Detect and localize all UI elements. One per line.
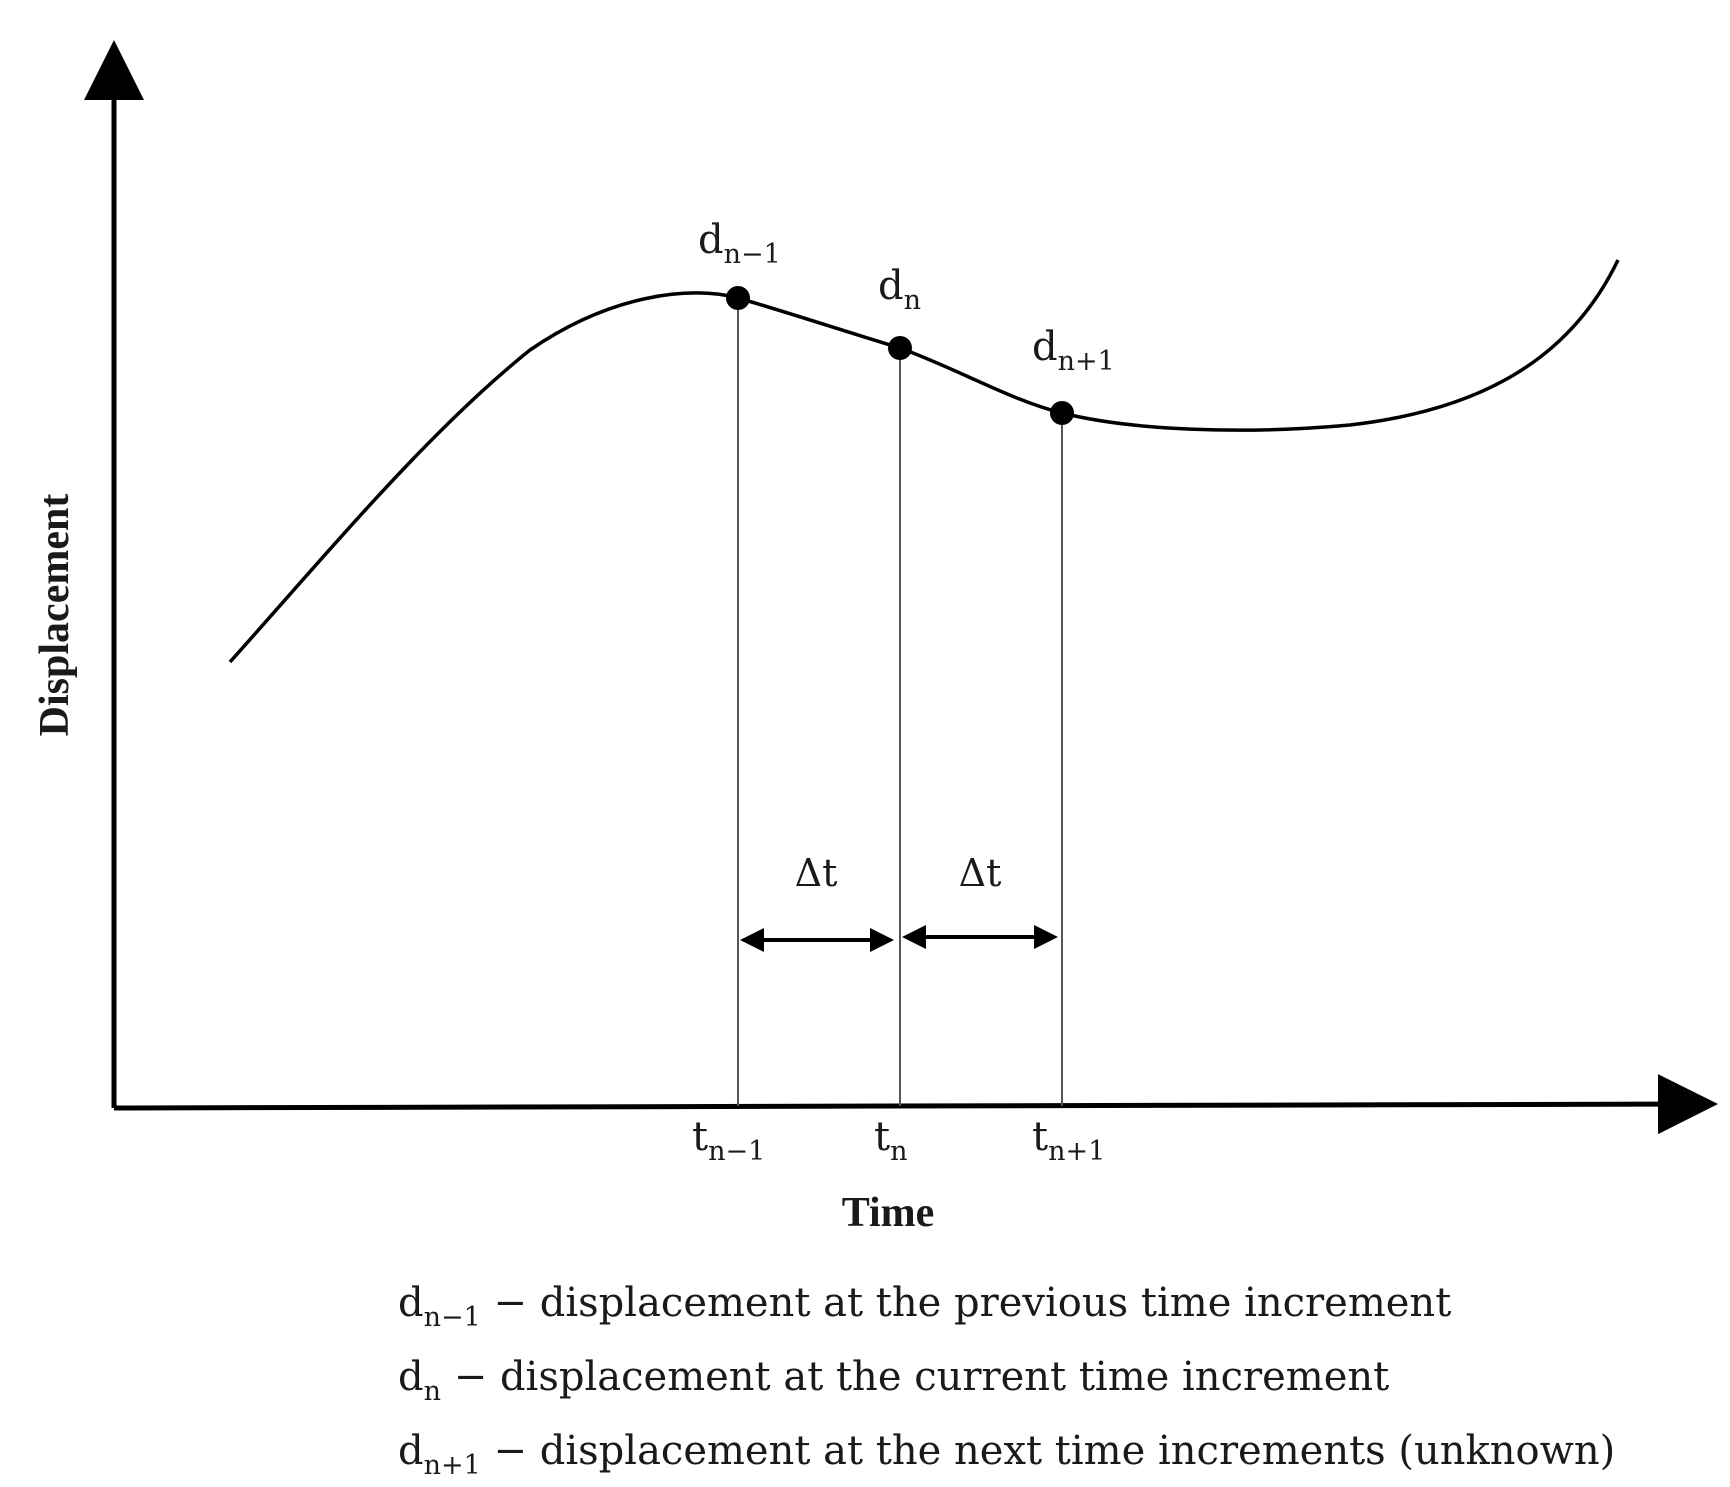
point-d-n-minus-1 — [726, 286, 750, 310]
x-axis-title: Time — [842, 1190, 935, 1236]
point-label-d-n-minus-1: dn−1 — [698, 217, 781, 270]
tick-label-t-n: tn — [874, 1114, 907, 1167]
y-axis-title: Displacement — [32, 494, 78, 737]
point-label-d-n: dn — [878, 263, 921, 316]
point-label-d-n-plus-1: dn+1 — [1032, 324, 1115, 377]
x-axis — [113, 1074, 1718, 1135]
tick-label-t-n-plus-1: tn+1 — [1032, 1114, 1105, 1167]
point-d-n — [888, 336, 912, 360]
tick-label-t-n-minus-1: tn−1 — [692, 1114, 765, 1167]
legend-item-d-n-minus-1: dn−1 − displacement at the previous time… — [398, 1280, 1451, 1333]
point-d-n-plus-1 — [1050, 401, 1074, 425]
delta-t-label-1: Δt — [795, 851, 838, 895]
legend-item-d-n: dn − displacement at the current time in… — [398, 1354, 1389, 1407]
displacement-curve — [228, 259, 1620, 664]
delta-t-label-2: Δt — [959, 851, 1002, 895]
legend-item-d-n-plus-1: dn+1 − displacement at the next time inc… — [398, 1428, 1615, 1481]
